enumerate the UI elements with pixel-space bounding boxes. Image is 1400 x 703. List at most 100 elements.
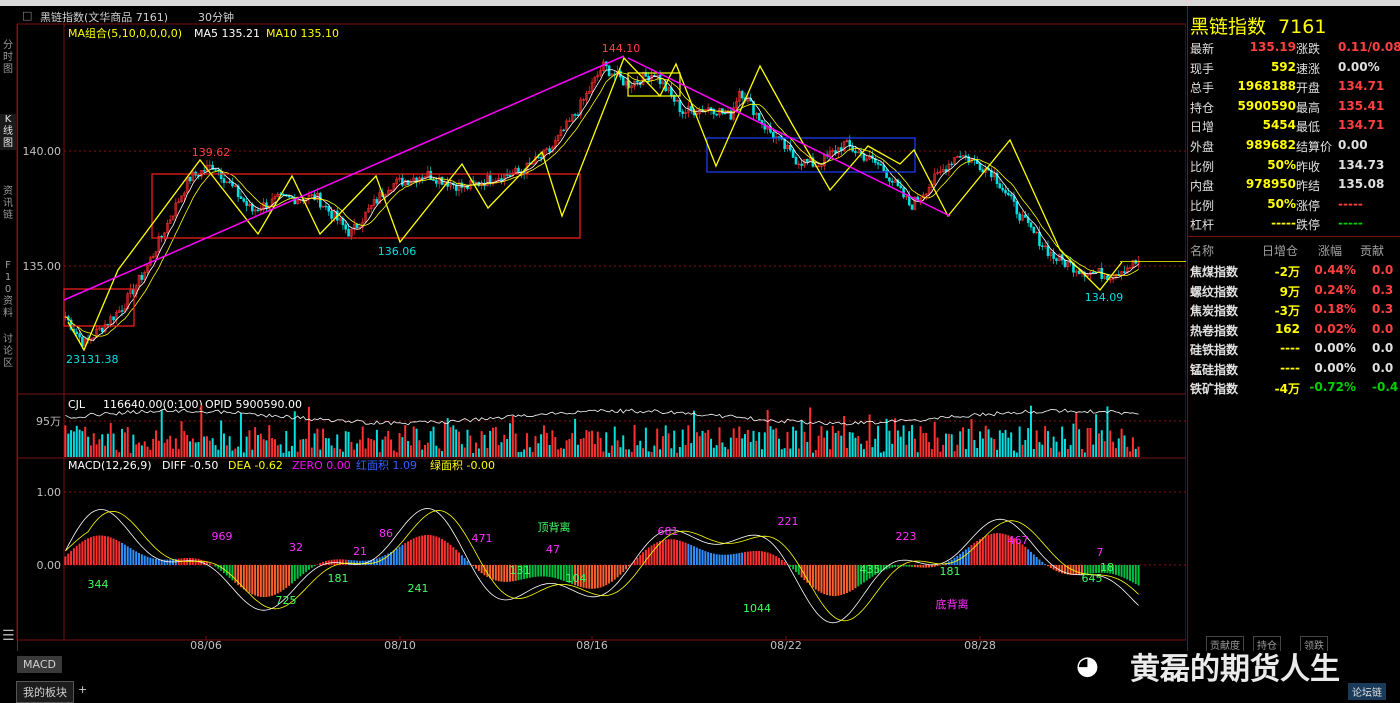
nav-tab-4[interactable]: 讨论区 xyxy=(3,334,13,369)
candle-body xyxy=(706,107,710,110)
volume-bar xyxy=(106,433,109,457)
macd-bar xyxy=(826,565,829,596)
volume-bar xyxy=(463,447,466,457)
nav-tab-2[interactable]: 资讯链 xyxy=(3,186,13,221)
volume-bar xyxy=(455,429,458,457)
volume-bar xyxy=(282,452,285,457)
macd-bar xyxy=(769,553,772,565)
volume-bar xyxy=(525,433,528,457)
volume-bar xyxy=(407,441,410,457)
volume-bar xyxy=(1013,450,1015,457)
macd-bar xyxy=(1117,565,1120,576)
candle-body xyxy=(630,85,634,88)
legend-ma10: MA10 135.10 xyxy=(266,27,339,40)
macd-annotation: 223 xyxy=(896,530,917,543)
volume-bar xyxy=(959,431,962,457)
macd-bar xyxy=(814,565,817,590)
macd-bar xyxy=(101,535,104,565)
candle-body xyxy=(369,205,373,209)
macd-bar xyxy=(472,565,475,567)
quote-value: 135.41 xyxy=(1338,98,1385,113)
volume-bar xyxy=(746,429,749,457)
macd-bar xyxy=(874,565,877,575)
volume-bar xyxy=(398,432,401,457)
indicator-tab-macd[interactable]: MACD xyxy=(17,656,62,673)
macd-bar xyxy=(477,565,480,572)
macd-annotation: 18 xyxy=(1100,561,1114,574)
volume-bar xyxy=(896,430,899,457)
candle-body xyxy=(624,80,628,86)
macd-bar xyxy=(1131,565,1134,583)
macd-bar xyxy=(599,565,602,588)
component-header[interactable]: 贡献 xyxy=(1360,244,1385,258)
macd-bar xyxy=(310,565,313,568)
macd-bar xyxy=(268,565,271,597)
macd-bar xyxy=(970,545,973,565)
volume-bar xyxy=(172,448,175,457)
chart-title[interactable]: 黑链指数(文华商品 7161) xyxy=(40,11,169,24)
macd-bar xyxy=(271,565,274,596)
period-selector[interactable]: 30分钟 xyxy=(198,11,234,24)
macd-annotation: 241 xyxy=(408,582,429,595)
volume-bar xyxy=(1126,446,1129,457)
macd-bar xyxy=(777,557,780,565)
candle-body xyxy=(262,202,265,211)
quote-value: 1968188 xyxy=(1237,79,1296,94)
volume-bar xyxy=(749,441,752,457)
macd-bar xyxy=(525,565,528,579)
nav-tab-0[interactable]: 分时图 xyxy=(3,40,13,75)
chart-area[interactable]: 140.00 135.00 95万 1.00 0.00 08/06 08/10 08/16 08… xyxy=(0,0,1186,651)
macd-bar xyxy=(1078,565,1081,575)
volume-bar xyxy=(319,449,322,457)
candle-body xyxy=(1009,194,1013,197)
macd-bar xyxy=(936,565,939,567)
macd-bar xyxy=(296,565,299,579)
price-tick-label: 140.00 xyxy=(23,145,62,158)
annotation-box xyxy=(706,137,916,173)
macd-bar xyxy=(585,565,588,589)
candle-body xyxy=(661,81,665,85)
candle-body xyxy=(1089,271,1092,275)
volume-bar xyxy=(1129,451,1132,457)
forum-badge[interactable]: 论坛链 xyxy=(1348,683,1386,700)
volume-bar xyxy=(449,427,452,457)
macd-annotation: 471 xyxy=(472,532,493,545)
candle-body xyxy=(854,150,857,154)
macd-bar xyxy=(681,541,684,565)
volume-bar xyxy=(197,441,200,457)
macd-bar xyxy=(132,549,135,565)
candle-body xyxy=(1035,231,1038,234)
volume-bar xyxy=(797,448,800,457)
macd-bar xyxy=(749,551,752,565)
volume-bar xyxy=(811,452,814,457)
macd-bar xyxy=(438,537,441,565)
volume-bar xyxy=(888,430,891,457)
volume-bar xyxy=(956,444,959,457)
volume-bar xyxy=(993,439,996,457)
add-board-button[interactable]: + xyxy=(78,683,88,696)
component-cell: 铁矿指数 xyxy=(1190,382,1239,396)
volume-bar xyxy=(877,425,880,457)
volume-bar xyxy=(89,445,92,457)
volume-bar xyxy=(559,447,562,457)
component-cell: 0.0 xyxy=(1372,360,1394,375)
macd-bar xyxy=(160,559,163,565)
macd-bar xyxy=(695,547,698,565)
component-header[interactable]: 涨幅 xyxy=(1318,244,1343,258)
volume-bar xyxy=(375,429,378,457)
macd-bar xyxy=(862,565,865,583)
candle-body xyxy=(202,170,206,172)
component-header[interactable]: 日增仓 xyxy=(1262,244,1299,258)
my-board-tab[interactable]: 我的板块 xyxy=(16,681,74,703)
component-header[interactable]: 名称 xyxy=(1190,244,1215,258)
macd-bar xyxy=(922,565,925,568)
component-cell: 0.0 xyxy=(1372,263,1394,277)
macd-bar xyxy=(514,565,517,581)
volume-bar xyxy=(293,411,296,457)
chevron-down-icon[interactable]: ⌄ xyxy=(222,9,232,22)
menu-icon[interactable]: ☰ xyxy=(2,628,15,644)
volume-bar xyxy=(220,420,223,457)
macd-bar xyxy=(562,565,565,581)
